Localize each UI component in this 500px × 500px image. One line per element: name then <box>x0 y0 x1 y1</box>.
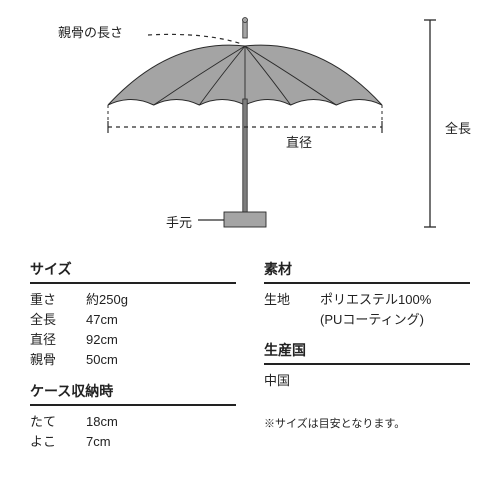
country-row: 中国 <box>264 371 470 391</box>
size-row: 全長47cm <box>30 310 236 330</box>
size-note: ※サイズは目安となります。 <box>264 415 470 431</box>
material-value: (PUコーティング) <box>320 310 470 330</box>
country-key: 中国 <box>264 371 320 391</box>
size-key: 親骨 <box>30 350 86 370</box>
case-value: 18cm <box>86 412 236 432</box>
size-row: 重さ約250g <box>30 290 236 310</box>
case-row: よこ7cm <box>30 432 236 452</box>
size-row: 親骨50cm <box>30 350 236 370</box>
section-title-case: ケース収納時 <box>30 381 236 406</box>
spec-col-left: サイズ 重さ約250g全長47cm直径92cm親骨50cm ケース収納時 たて1… <box>30 255 236 452</box>
size-value: 50cm <box>86 350 236 370</box>
section-title-size: サイズ <box>30 259 236 284</box>
case-key: よこ <box>30 432 86 452</box>
material-key <box>264 310 320 330</box>
label-handle: 手元 <box>166 212 192 231</box>
material-row: 生地ポリエステル100% <box>264 290 470 310</box>
umbrella-diagram: 親骨の長さ 直径 全長 手元 <box>0 0 500 255</box>
section-title-material: 素材 <box>264 259 470 284</box>
case-row: たて18cm <box>30 412 236 432</box>
spec-col-right: 素材 生地ポリエステル100%(PUコーティング) 生産国 中国 ※サイズは目安… <box>264 255 470 452</box>
material-value: ポリエステル100% <box>320 290 470 310</box>
case-key: たて <box>30 412 86 432</box>
label-diameter: 直径 <box>286 132 312 151</box>
label-total-length: 全長 <box>445 118 471 137</box>
section-title-country: 生産国 <box>264 340 470 365</box>
size-key: 直径 <box>30 330 86 350</box>
size-value: 約250g <box>86 290 236 310</box>
case-value: 7cm <box>86 432 236 452</box>
size-value: 47cm <box>86 310 236 330</box>
size-key: 全長 <box>30 310 86 330</box>
size-value: 92cm <box>86 330 236 350</box>
country-value <box>320 371 470 391</box>
size-row: 直径92cm <box>30 330 236 350</box>
label-rib-length: 親骨の長さ <box>58 22 123 41</box>
spec-area: サイズ 重さ約250g全長47cm直径92cm親骨50cm ケース収納時 たて1… <box>0 255 500 462</box>
material-row: (PUコーティング) <box>264 310 470 330</box>
material-key: 生地 <box>264 290 320 310</box>
size-key: 重さ <box>30 290 86 310</box>
